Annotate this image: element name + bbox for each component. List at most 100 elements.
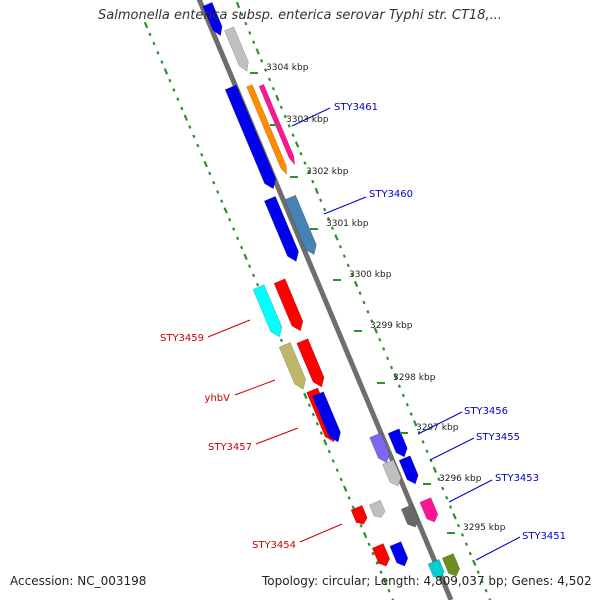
gene-feature[interactable] bbox=[246, 84, 290, 176]
tick-dot bbox=[371, 551, 375, 556]
gene-feature[interactable] bbox=[368, 499, 386, 519]
tick-dot bbox=[255, 282, 260, 287]
gene-feature[interactable] bbox=[427, 558, 446, 580]
gene-label[interactable]: STY3457 bbox=[208, 442, 252, 453]
tick-dot bbox=[389, 365, 394, 370]
tick-dot bbox=[379, 570, 383, 574]
tick-dot bbox=[425, 449, 429, 454]
tick-dot bbox=[244, 21, 248, 26]
tick-label: 3299 kbp bbox=[370, 321, 413, 331]
tick-label: 3300 kbp bbox=[349, 270, 392, 280]
gene-feature[interactable] bbox=[296, 338, 327, 390]
tick-label: 3303 kbp bbox=[286, 115, 329, 125]
gene-label[interactable]: yhbV bbox=[205, 393, 231, 404]
tick-dot bbox=[168, 78, 172, 83]
gene-label[interactable]: STY3451 bbox=[522, 531, 566, 542]
tick-label: 3304 kbp bbox=[266, 63, 309, 73]
tick-dot bbox=[327, 449, 331, 454]
gene-leader-line bbox=[448, 479, 493, 503]
gene-label[interactable]: STY3453 bbox=[495, 473, 539, 484]
gene-feature[interactable] bbox=[312, 391, 343, 445]
tick-dot bbox=[413, 420, 418, 427]
gene-feature[interactable] bbox=[350, 504, 369, 526]
gene-feature[interactable] bbox=[252, 284, 285, 339]
tick-dot bbox=[143, 21, 149, 29]
tick-dot bbox=[378, 337, 382, 342]
gene-feature[interactable] bbox=[278, 342, 309, 392]
tick-dot bbox=[279, 105, 283, 110]
gene-feature[interactable] bbox=[202, 1, 225, 37]
tick-dot bbox=[260, 58, 264, 63]
tick-dot bbox=[303, 392, 308, 400]
tick-dot bbox=[160, 60, 164, 64]
tick-dot bbox=[263, 68, 268, 72]
tick-dot bbox=[382, 578, 388, 585]
tick-dot bbox=[335, 468, 339, 472]
gene-label[interactable]: STY3460 bbox=[369, 189, 413, 200]
gene-label[interactable]: STY3454 bbox=[252, 540, 296, 551]
tick-dot bbox=[228, 217, 232, 222]
gene-feature[interactable] bbox=[284, 194, 319, 257]
tick-dot bbox=[236, 236, 240, 241]
tick-dot bbox=[235, 1, 241, 9]
gene-label[interactable]: STY3459 bbox=[160, 333, 204, 344]
gene-feature[interactable] bbox=[419, 497, 440, 525]
gene-arrow-icon bbox=[387, 428, 408, 458]
tick-dot bbox=[350, 272, 354, 277]
gene-label[interactable]: STY3461 bbox=[334, 102, 378, 113]
gene-leader-line bbox=[475, 536, 521, 561]
tick-dot bbox=[359, 523, 363, 528]
tick-dot bbox=[338, 244, 342, 249]
tick-dot bbox=[323, 207, 327, 212]
tick-dot bbox=[386, 356, 390, 361]
gene-feature[interactable] bbox=[263, 195, 301, 263]
tick-dot bbox=[449, 505, 453, 509]
tick-dot bbox=[152, 41, 156, 46]
gene-feature[interactable] bbox=[400, 504, 421, 530]
gene-leader-line bbox=[299, 523, 343, 543]
tick-dot bbox=[452, 513, 457, 520]
gene-feature[interactable] bbox=[387, 428, 410, 459]
tick-dot bbox=[180, 106, 184, 111]
gene-arrow-icon bbox=[224, 26, 249, 72]
tick-dot bbox=[223, 207, 228, 214]
gene-feature[interactable] bbox=[371, 543, 392, 569]
gene-leader-line bbox=[429, 437, 475, 461]
tick-dot bbox=[358, 291, 362, 296]
gene-feature[interactable] bbox=[224, 26, 251, 73]
tick-label: 3302 kbp bbox=[306, 167, 349, 177]
gene-feature[interactable] bbox=[389, 541, 410, 569]
gene-feature[interactable] bbox=[382, 459, 403, 489]
gene-feature[interactable] bbox=[273, 278, 306, 333]
tick-label: 3298 kbp bbox=[393, 373, 436, 383]
gene-arrow-icon bbox=[296, 338, 325, 388]
gene-feature[interactable] bbox=[224, 84, 279, 191]
tick-dot bbox=[326, 217, 331, 221]
tick-dot bbox=[315, 421, 319, 426]
tick-dot bbox=[351, 505, 355, 510]
tick-dot bbox=[468, 551, 472, 556]
tick-dot bbox=[279, 338, 284, 343]
gene-label[interactable]: STY3455 bbox=[476, 432, 520, 443]
gene-arrow-icon bbox=[273, 278, 304, 332]
tick-dot bbox=[240, 12, 244, 17]
tick-dot bbox=[319, 198, 323, 203]
tick-dot bbox=[247, 264, 252, 268]
tick-dot bbox=[366, 309, 370, 314]
tick-dot bbox=[331, 459, 335, 463]
tick-dot bbox=[484, 588, 488, 593]
tick-dot bbox=[203, 160, 208, 168]
gene-feature[interactable] bbox=[398, 455, 421, 486]
tick-dot bbox=[307, 170, 311, 175]
gene-feature[interactable] bbox=[369, 432, 393, 465]
tick-dot bbox=[287, 124, 291, 128]
tick-dot bbox=[370, 319, 374, 323]
gene-label[interactable]: STY3456 bbox=[464, 406, 508, 417]
tick-dot bbox=[283, 114, 287, 119]
tick-dot bbox=[303, 161, 307, 165]
accession-text: Accession: NC_003198 bbox=[10, 574, 147, 588]
tick-dot bbox=[382, 347, 386, 351]
gene-feature[interactable] bbox=[441, 553, 462, 579]
